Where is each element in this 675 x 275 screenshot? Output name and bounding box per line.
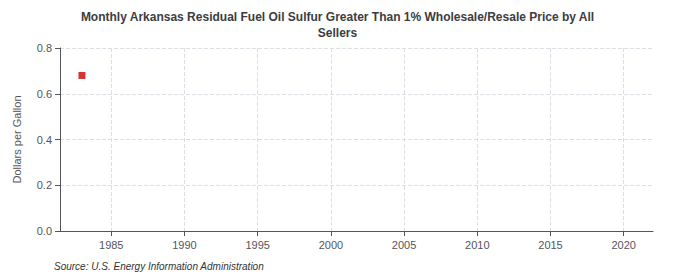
svg-text:2020: 2020 [611,239,635,251]
svg-text:1990: 1990 [172,239,196,251]
svg-text:0.4: 0.4 [37,134,52,146]
svg-text:0.6: 0.6 [37,88,52,100]
svg-text:0.2: 0.2 [37,179,52,191]
svg-text:Sellers: Sellers [318,26,358,40]
svg-text:0.8: 0.8 [37,42,52,54]
svg-text:Monthly Arkansas Residual Fuel: Monthly Arkansas Residual Fuel Oil Sulfu… [81,10,594,24]
svg-text:2005: 2005 [392,239,416,251]
svg-text:Dollars per Gallon: Dollars per Gallon [11,95,23,183]
svg-text:Source: U.S. Energy Informatio: Source: U.S. Energy Information Administ… [54,261,264,272]
svg-text:2010: 2010 [465,239,489,251]
svg-text:2000: 2000 [319,239,343,251]
svg-text:0.0: 0.0 [37,225,52,237]
svg-text:1995: 1995 [245,239,269,251]
svg-text:2015: 2015 [538,239,562,251]
svg-text:1985: 1985 [99,239,123,251]
